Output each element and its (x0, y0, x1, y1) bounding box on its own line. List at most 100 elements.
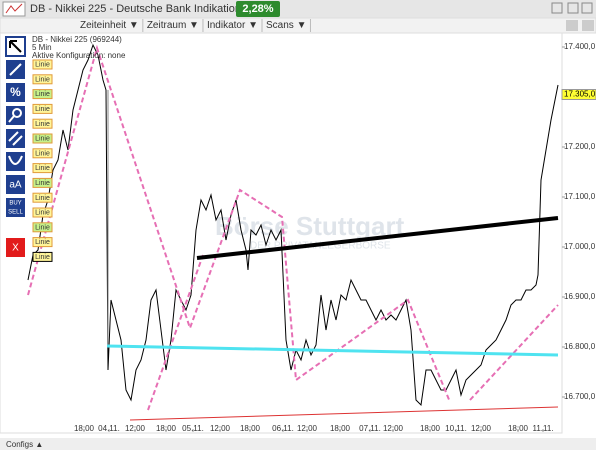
tool-glyph (12, 108, 22, 118)
menu-item[interactable]: Zeiteinheit ▼ (80, 20, 139, 31)
drawing-label-box[interactable] (32, 89, 53, 100)
tool-text[interactable] (6, 175, 25, 194)
tool-channel[interactable] (6, 129, 25, 148)
drawing-label-box[interactable] (32, 237, 53, 248)
change-badge (236, 1, 280, 17)
chart-subtitle: 5 Min (32, 43, 52, 52)
toolbar: % aA BUY SELL X Linie Linie Linie Linie Lini… (5, 36, 53, 262)
window-button[interactable] (567, 2, 579, 14)
plot-area (0, 32, 563, 434)
trendline[interactable] (106, 344, 559, 357)
drawing-label-box[interactable] (32, 163, 53, 174)
drawing-label: Linie (35, 121, 50, 128)
watermark: Börse Stuttgart (215, 211, 405, 241)
drawing-label: Linie (35, 106, 50, 113)
menu-item[interactable]: Indikator ▼ (207, 20, 258, 31)
y-tick-label: 17.200,0 (564, 142, 596, 151)
drawing-label-box[interactable] (32, 74, 53, 85)
tool-sell-label: SELL (8, 210, 23, 216)
x-tick-label: 12:00 (125, 424, 146, 433)
tool-glyph (8, 131, 23, 146)
menu-icon[interactable] (582, 20, 594, 31)
menu-item[interactable]: Zeitraum ▼ (147, 20, 199, 31)
drawing-label: Linie (35, 91, 50, 98)
x-tick-label: 18:00 (420, 424, 441, 433)
trendline[interactable] (147, 254, 204, 411)
trendline[interactable] (27, 44, 451, 403)
x-tick-label: 18:00 (330, 424, 351, 433)
tool-percent[interactable] (6, 83, 25, 102)
drawing-label-box[interactable] (32, 148, 53, 159)
drawing-label: Linie (35, 239, 50, 246)
last-price-label: 17.305,0 (564, 90, 596, 99)
drawing-label: Linie (35, 224, 50, 231)
price-line (27, 43, 559, 407)
y-tick-label: 16.700,0 (564, 392, 596, 401)
y-tick-label: 16.800,0 (564, 342, 596, 351)
menu-icon[interactable] (566, 20, 578, 31)
chart-title: DB - Nikkei 225 (969244) (32, 35, 122, 44)
x-tick-label: 10.11. (445, 424, 467, 433)
x-tick-label: 07.11. (359, 424, 381, 433)
x-tick-label: 12:00 (297, 424, 318, 433)
window-button[interactable] (581, 2, 593, 14)
y-tick-label: 17.100,0 (564, 192, 596, 201)
tool-delete-label: X (12, 243, 19, 254)
tool-buy-sell[interactable] (6, 198, 25, 217)
y-tick-label: 17.400,0 (564, 42, 596, 51)
footer-bar (0, 438, 596, 450)
change-value: 2,28% (242, 3, 273, 15)
window-button[interactable] (551, 2, 563, 14)
drawing-label: Linie (35, 136, 50, 143)
tool-glyph (8, 155, 23, 165)
drawing-label: Linie (35, 180, 50, 187)
tool-arc[interactable] (6, 152, 25, 171)
drawing-label: Linie (35, 195, 50, 202)
tool-buy-label: BUY (9, 201, 21, 207)
drawing-label-box[interactable] (32, 103, 53, 114)
configs-button[interactable]: Configs ▲ (6, 440, 43, 449)
y-tick-label: 17.000,0 (564, 242, 596, 251)
app-icon-glyph (5, 3, 23, 14)
drawing-label-box[interactable] (32, 207, 53, 218)
drawing-label: Linie (35, 254, 50, 261)
x-tick-label: 05.11. (182, 424, 204, 433)
x-tick-label: 18:00 (156, 424, 177, 433)
drawing-label-box[interactable] (32, 177, 53, 188)
drawing-label: Linie (35, 62, 50, 69)
x-tick-label: 12:00 (210, 424, 231, 433)
tool-glyph (8, 115, 15, 123)
trendline[interactable] (196, 216, 559, 260)
drawing-label: Linie (35, 150, 50, 157)
drawing-label-box[interactable] (32, 192, 53, 203)
title-bar (0, 0, 596, 18)
drawing-label: Linie (35, 165, 50, 172)
drawing-label-box[interactable] (32, 118, 53, 129)
last-price-box (561, 89, 596, 100)
drawing-label-box[interactable] (32, 222, 53, 233)
y-tick-label: 16.900,0 (564, 292, 596, 301)
x-tick-label: 18:00 (508, 424, 529, 433)
drawing-label: Linie (35, 210, 50, 217)
x-tick-label: 12:00 (471, 424, 492, 433)
drawing-label-box[interactable] (32, 251, 53, 262)
tool-glyph: % (10, 85, 21, 99)
header-title: DB - Nikkei 225 - Deutsche Bank Indikati… (30, 3, 241, 15)
tool-text-label: aA (9, 180, 22, 191)
tool-delete[interactable] (6, 238, 25, 257)
trendline[interactable] (129, 406, 559, 421)
x-tick-label: 12:00 (383, 424, 404, 433)
x-tick-label: 04.11. (98, 424, 120, 433)
trendline[interactable] (469, 304, 559, 401)
drawing-label-box[interactable] (32, 133, 53, 144)
x-tick-label: 18:00 (240, 424, 261, 433)
x-tick-label: 06.11. (272, 424, 294, 433)
tool-glyph (9, 40, 22, 53)
x-tick-label: 11.11. (532, 424, 553, 433)
chart-annotation: Aktive Konfiguration: none (32, 51, 126, 60)
drawing-label: Linie (35, 76, 50, 83)
x-tick-label: 18:00 (74, 424, 95, 433)
drawing-label-box[interactable] (32, 59, 53, 70)
menu-item[interactable]: Scans ▼ (266, 20, 306, 31)
